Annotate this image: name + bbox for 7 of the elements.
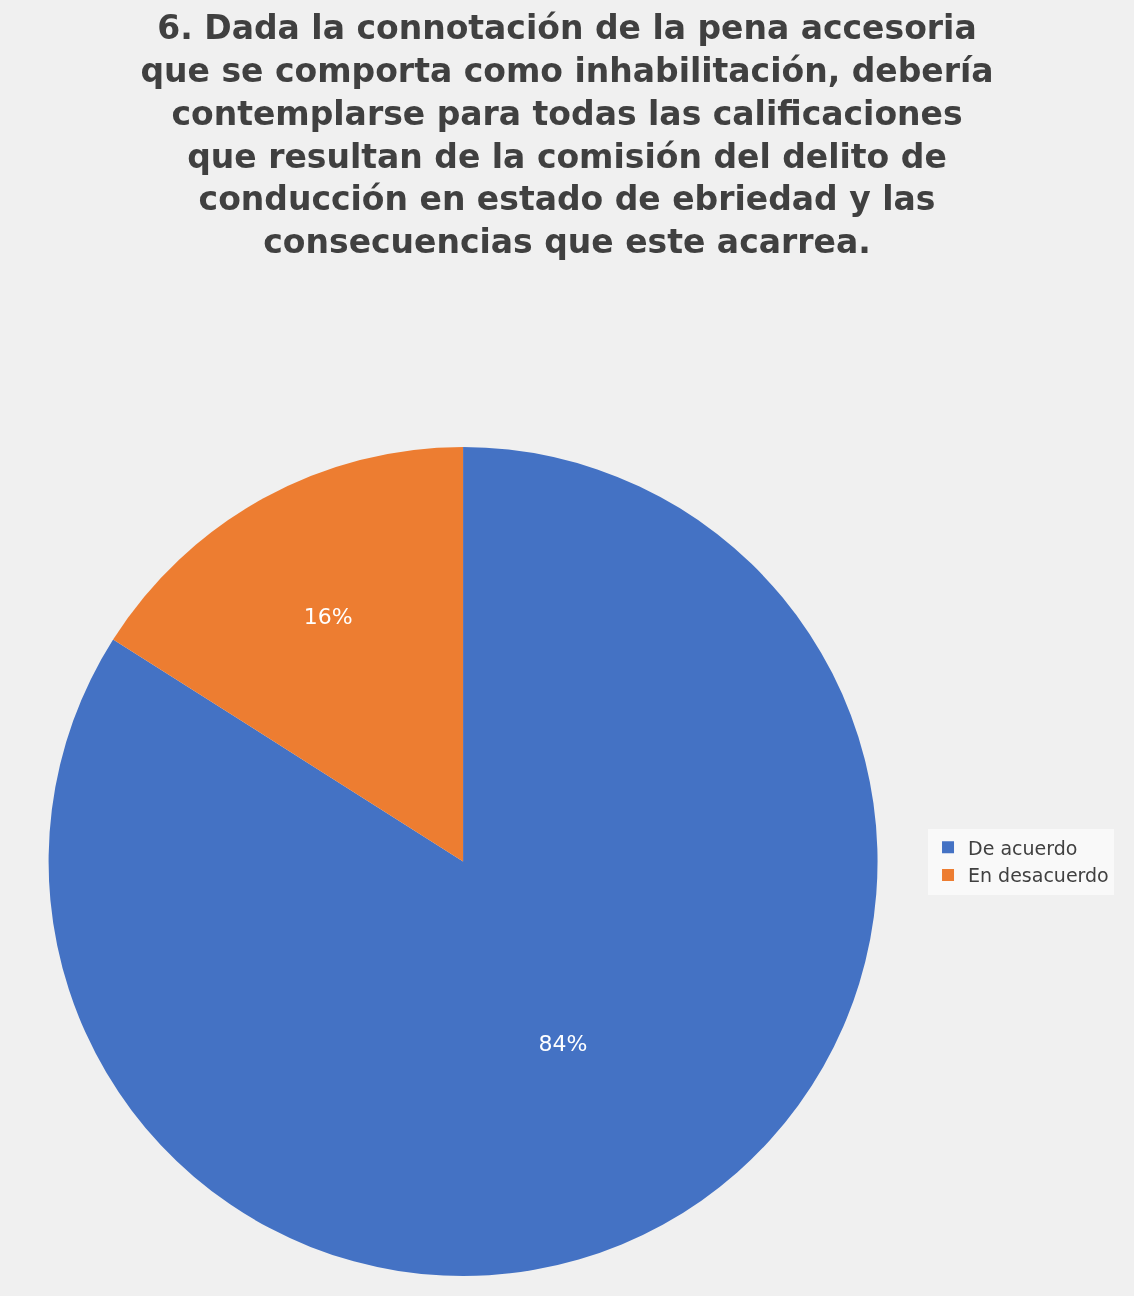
pie-slice bbox=[49, 447, 878, 1276]
chart-title: 6. Dada la connotación de la pena accesoria que se comporta como inhabilitación, debería contemplarse para todas las calificaciones que resultan de la comisión del delito de conducción en estado de ebriedad y las consecuencias que este acarrea. bbox=[140, 7, 994, 262]
legend-label: En desacuerdo bbox=[968, 864, 1109, 887]
data-label: 84% bbox=[538, 1030, 588, 1056]
legend-label: De acuerdo bbox=[968, 836, 1078, 859]
pie-slice bbox=[113, 447, 464, 862]
data-label: 16% bbox=[303, 603, 353, 629]
